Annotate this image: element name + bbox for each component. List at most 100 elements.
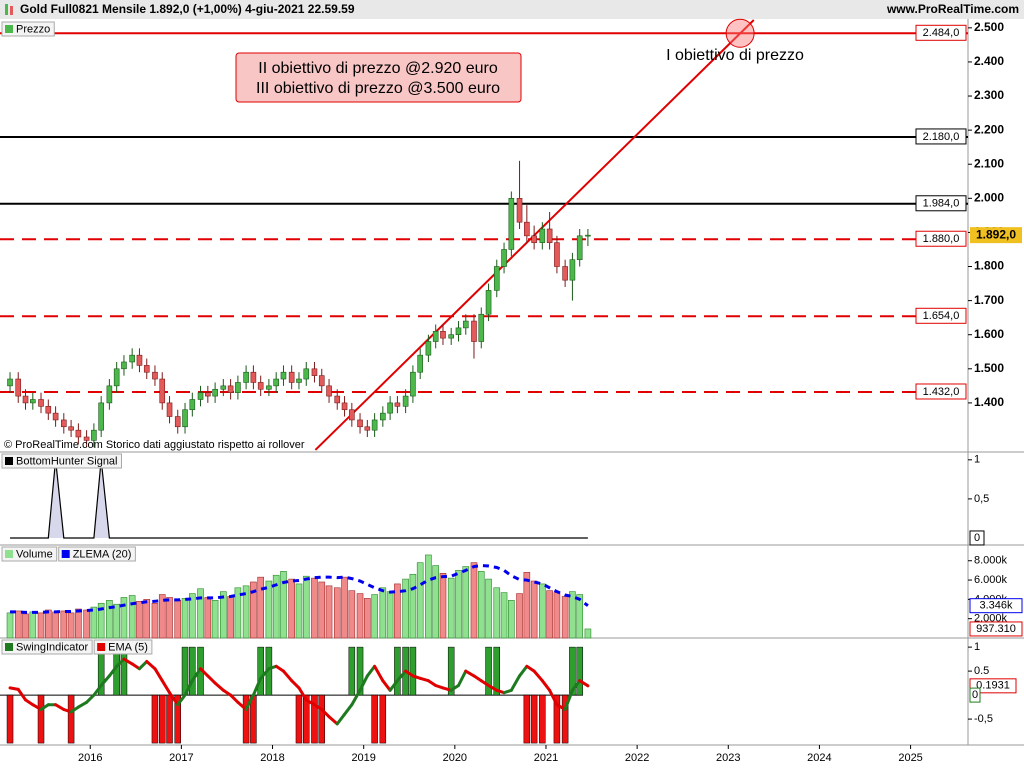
current-value: 937.310 bbox=[976, 623, 1016, 635]
candle-body bbox=[501, 249, 507, 267]
volume-bar bbox=[174, 600, 182, 639]
signal-area bbox=[10, 459, 588, 538]
candle-body bbox=[152, 371, 158, 380]
ema-segment bbox=[244, 693, 255, 711]
legend-label: EMA (5) bbox=[108, 641, 148, 653]
ema-segment bbox=[160, 679, 172, 695]
y-tick-label: 8.000k bbox=[974, 555, 1008, 567]
volume-bar bbox=[60, 610, 68, 639]
volume-bar bbox=[584, 628, 592, 639]
ema-segment bbox=[388, 679, 399, 692]
swing-bar bbox=[37, 694, 45, 744]
swing-bar bbox=[569, 646, 576, 696]
level-label-box bbox=[915, 383, 967, 400]
candle-body bbox=[280, 371, 287, 380]
candle-body bbox=[227, 385, 234, 393]
level-label: 1.880,0 bbox=[923, 233, 960, 245]
swing-bar bbox=[6, 694, 14, 744]
swing-bar bbox=[447, 646, 455, 696]
candle-body bbox=[52, 412, 59, 421]
x-tick-label: 2018 bbox=[260, 752, 284, 764]
candle-body bbox=[493, 266, 500, 291]
current-value: 3.346k bbox=[979, 600, 1013, 612]
target-label: I obiettivo di prezzo bbox=[666, 47, 804, 64]
swing-bar bbox=[409, 646, 417, 696]
swing-bar bbox=[523, 694, 531, 744]
y-tick-label: 2.000 bbox=[974, 190, 1004, 204]
candle-body bbox=[197, 392, 204, 400]
volume-bar bbox=[493, 587, 501, 639]
y-tick-label: 1.400 bbox=[974, 395, 1004, 409]
candle-body bbox=[68, 426, 74, 431]
volume-bar bbox=[197, 588, 204, 639]
note-line: II obiettivo di prezzo @2.920 euro bbox=[258, 60, 498, 77]
swing-bar bbox=[151, 694, 159, 744]
y-tick-label: 1.700 bbox=[974, 293, 1004, 307]
volume-bar bbox=[333, 587, 341, 639]
level-label-box bbox=[915, 128, 967, 145]
volume-bar bbox=[120, 597, 128, 639]
ema-segment bbox=[85, 693, 96, 704]
ema-segment bbox=[16, 687, 28, 702]
candle-body bbox=[30, 399, 36, 404]
ema-segment bbox=[183, 679, 194, 697]
legend-swatch bbox=[97, 643, 106, 651]
legend-box bbox=[93, 639, 153, 655]
candle-body bbox=[22, 395, 29, 404]
level-label: 2.484,0 bbox=[923, 27, 960, 39]
header-title: Gold Full0821 Mensile 1.892,0 (+1,00%) 4… bbox=[20, 2, 355, 16]
candle-body bbox=[371, 419, 378, 431]
swing-bar bbox=[553, 694, 561, 744]
candle-body bbox=[380, 412, 386, 421]
swing-bar bbox=[493, 646, 501, 696]
candle-body bbox=[326, 385, 332, 397]
note-line: III obiettivo di prezzo @3.500 euro bbox=[256, 80, 500, 97]
candle-body bbox=[106, 385, 113, 404]
ema-segment bbox=[92, 684, 103, 697]
swing-bar bbox=[295, 694, 303, 744]
header-icon bbox=[10, 6, 13, 15]
swing-bar bbox=[348, 646, 356, 696]
ema-segment bbox=[153, 667, 164, 683]
x-tick-label: 2021 bbox=[534, 752, 558, 764]
ema-segment bbox=[532, 669, 544, 683]
ema-segment bbox=[555, 703, 567, 711]
candle-body bbox=[250, 371, 257, 383]
volume-bar bbox=[516, 593, 523, 639]
ema-segment bbox=[145, 660, 157, 671]
candle-body bbox=[266, 385, 272, 390]
volume-bar bbox=[530, 580, 538, 639]
legend-box bbox=[1, 453, 122, 469]
candle-body bbox=[387, 402, 393, 414]
volume-bar bbox=[477, 571, 485, 639]
candle-body bbox=[288, 371, 295, 383]
candle-body bbox=[357, 419, 363, 428]
legend-label: Prezzo bbox=[16, 23, 50, 35]
candle-body bbox=[182, 409, 188, 428]
volume-bar bbox=[394, 583, 401, 639]
y-tick-label: 2.400 bbox=[974, 54, 1004, 68]
swing-bar bbox=[539, 694, 546, 744]
volume-bar bbox=[83, 609, 90, 639]
candle-body bbox=[273, 378, 279, 387]
ema-segment bbox=[381, 679, 392, 692]
swing-bar bbox=[485, 646, 492, 696]
volume-bar bbox=[128, 595, 136, 639]
level-label-box bbox=[915, 230, 967, 247]
swing-bar bbox=[371, 694, 378, 744]
candle-body bbox=[546, 228, 553, 243]
candle-body bbox=[121, 361, 127, 370]
volume-bar bbox=[295, 583, 303, 639]
ema-segment bbox=[54, 703, 66, 711]
candle-body bbox=[174, 416, 181, 428]
current-value: 0 bbox=[972, 689, 978, 701]
x-tick-label: 2023 bbox=[716, 752, 740, 764]
x-tick-label: 2024 bbox=[807, 752, 831, 764]
volume-bar bbox=[280, 571, 287, 639]
candle-body bbox=[136, 354, 143, 366]
ema-segment bbox=[251, 676, 263, 697]
volume-bar bbox=[204, 597, 212, 639]
candle-body bbox=[417, 354, 423, 373]
